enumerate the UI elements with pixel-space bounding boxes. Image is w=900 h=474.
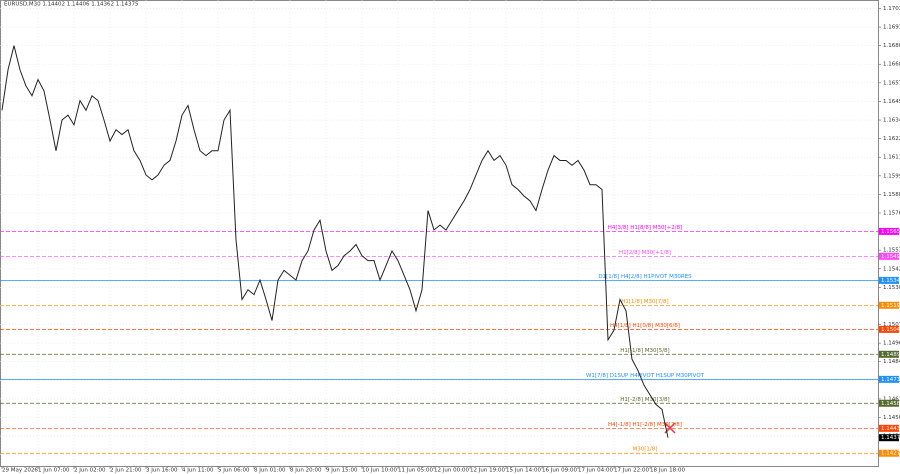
level-label: H4[3/8] H1[8/8] M30[+2/8] <box>608 225 683 231</box>
x-tick-label: 18 Jun 18:00 <box>650 468 685 474</box>
x-tick-label: 2 Jun 02:00 <box>74 468 106 474</box>
chart-title: EURUSD,M30 1.14402 1.14406 1.14362 1.143… <box>4 2 139 8</box>
level-label: W1[7/8] D1SUP H4PIVOT H1SUP M30PIVOT <box>586 373 705 379</box>
level-price: 1.14279 <box>881 451 900 457</box>
x-tick-label: 9 Jun 15:00 <box>326 468 358 474</box>
level-price-box <box>879 399 899 407</box>
y-tick-label: 1.17030 <box>883 6 900 12</box>
y-tick-label: 1.16225 <box>883 136 900 142</box>
level-price-box <box>879 424 899 432</box>
y-tick-label: 1.15880 <box>883 192 900 198</box>
price-line <box>1 45 669 438</box>
y-tick-label: 1.14615 <box>883 396 900 402</box>
x-tick-label: 15 Jun 14:00 <box>506 468 541 474</box>
level-label: D1[1/8] H4[2/8] H1PIVOT M30RES <box>598 274 692 280</box>
level-price: 1.15348 <box>881 278 900 284</box>
level-price-box <box>879 252 899 260</box>
x-tick-label: 12 Jun 19:00 <box>470 468 505 474</box>
level-label: H4[1/8] H1[0/8] M30[6/8] <box>610 323 680 329</box>
y-tick-label: 1.14845 <box>883 359 900 365</box>
y-tick-label: 1.14500 <box>883 415 900 421</box>
x-tick-label: 8 Jun 01:00 <box>254 468 286 474</box>
y-tick-label: 1.16455 <box>883 99 900 105</box>
plot-frame <box>0 0 879 467</box>
level-price: 1.15194 <box>881 303 900 309</box>
level-price: 1.14433 <box>881 426 900 432</box>
x-tick-label: 17 Jun 04:00 <box>578 468 613 474</box>
x-tick-label: 1 Jun 07:00 <box>38 468 70 474</box>
y-tick-label: 1.16915 <box>883 25 900 31</box>
x-tick-label: 10 Jun 10:00 <box>362 468 397 474</box>
level-price: 1.15651 <box>881 229 900 235</box>
level-price-box <box>879 227 899 235</box>
level-price: 1.14588 <box>881 401 900 407</box>
level-price: 1.15045 <box>881 327 900 333</box>
level-label: H1[1/8] M30[7/8] <box>621 299 668 305</box>
x-tick-label: 4 Jun 11:00 <box>182 468 214 474</box>
y-tick-label: 1.15765 <box>883 210 900 216</box>
level-price-box <box>879 325 899 333</box>
level-label: H1[-1/8] M30[5/8] <box>620 348 669 354</box>
y-tick-label: 1.15075 <box>883 322 900 328</box>
level-price-box <box>879 375 899 383</box>
x-tick-label: 2 Jun 21:00 <box>110 468 142 474</box>
y-tick-label: 1.15420 <box>883 266 900 272</box>
y-tick-label: 1.16570 <box>883 80 900 86</box>
level-price: 1.15497 <box>881 254 900 260</box>
level-label: M30[1/8] <box>633 447 658 453</box>
level-price-box <box>879 449 899 457</box>
y-tick-label: 1.16110 <box>883 155 900 161</box>
x-tick-label: 8 Jun 20:00 <box>290 468 322 474</box>
last-price: 1.14375 <box>881 435 900 441</box>
x-tick-label: 17 Jun 22:00 <box>614 468 649 474</box>
y-tick-label: 1.14960 <box>883 341 900 347</box>
y-tick-label: 1.16340 <box>883 118 900 124</box>
x-tick-label: 16 Jun 09:00 <box>542 468 577 474</box>
level-price: 1.14736 <box>881 377 900 383</box>
x-tick-label: 12 Jun 00:00 <box>434 468 469 474</box>
level-price-box <box>879 276 899 284</box>
y-tick-label: 1.16685 <box>883 62 900 68</box>
level-price-box <box>879 350 899 358</box>
y-tick-label: 1.15995 <box>883 173 900 179</box>
last-price-box <box>879 434 899 442</box>
level-price: 1.14891 <box>881 352 900 358</box>
level-label: H1[2/8] M30[+1/8] <box>619 250 671 256</box>
x-tick-label: 29 May 2026 <box>2 468 38 474</box>
level-price-box <box>879 301 899 309</box>
level-label: H4[-1/8] H1[-2/8] M30[2/8] <box>608 422 682 428</box>
level-label: H1[-2/8] M30[3/8] <box>620 397 669 403</box>
x-tick-label: 11 Jun 05:00 <box>398 468 433 474</box>
y-tick-label: 1.15535 <box>883 248 900 254</box>
y-tick-label: 1.15305 <box>883 285 900 291</box>
x-tick-label: 5 Jun 06:00 <box>218 468 250 474</box>
y-tick-label: 1.16800 <box>883 43 900 49</box>
x-tick-label: 3 Jun 16:00 <box>146 468 178 474</box>
